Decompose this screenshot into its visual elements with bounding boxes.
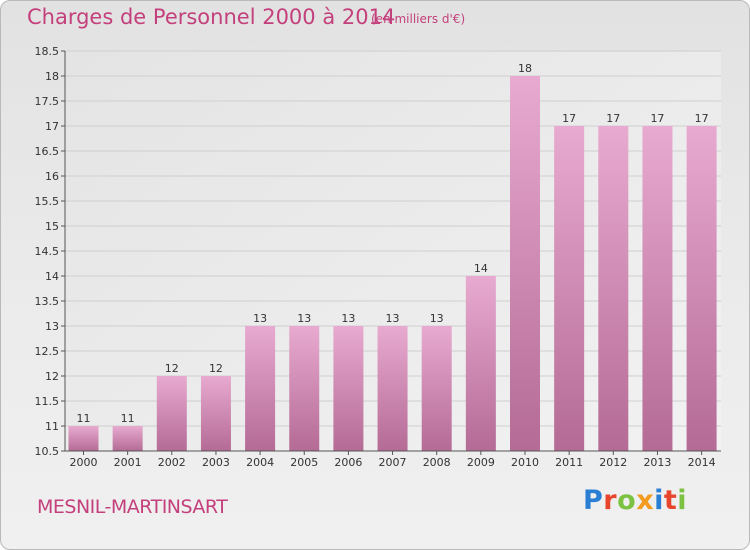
bar-2000 [68,426,99,451]
logo-letter: i [677,485,688,516]
bar-2001 [112,426,143,451]
bar-2006 [333,326,364,451]
bar-2011 [554,126,585,451]
x-tick-label: 2000 [70,456,98,469]
bar-value-label: 13 [386,312,400,325]
y-tick-label: 12 [45,370,59,383]
y-tick-label: 18 [45,70,59,83]
bar-2012 [598,126,629,451]
bar-value-label: 17 [695,112,709,125]
bar-value-label: 13 [297,312,311,325]
bar-value-label: 13 [341,312,355,325]
y-tick-label: 11 [45,420,59,433]
bar-value-label: 13 [430,312,444,325]
logo-letter: i [654,485,664,516]
bar-2008 [421,326,452,451]
bar-value-label: 12 [165,362,179,375]
y-tick-label: 13 [45,320,59,333]
x-tick-label: 2004 [246,456,274,469]
logo-letter: P [583,485,604,516]
y-tick-label: 17 [45,120,59,133]
commune-name: MESNIL-MARTINSART [37,496,228,518]
x-tick-label: 2010 [511,456,539,469]
bar-2009 [465,276,496,451]
chart-title: Charges de Personnel 2000 à 2014 [27,5,396,29]
bar-2004 [245,326,276,451]
x-tick-label: 2008 [423,456,451,469]
y-tick-label: 12.5 [35,345,60,358]
x-tick-label: 2006 [334,456,362,469]
x-tick-label: 2001 [114,456,142,469]
bar-2007 [377,326,408,451]
y-tick-label: 16.5 [35,145,60,158]
y-tick-label: 14.5 [35,245,60,258]
bar-value-label: 14 [474,262,488,275]
logo-letter: o [617,485,637,516]
bar-value-label: 12 [209,362,223,375]
x-tick-label: 2011 [555,456,583,469]
x-tick-label: 2007 [379,456,407,469]
bar-value-label: 11 [77,412,91,425]
bar-2014 [686,126,717,451]
bar-value-label: 18 [518,62,532,75]
x-tick-label: 2002 [158,456,186,469]
logo-letter: t [663,485,678,516]
bar-2013 [642,126,673,451]
y-tick-label: 10.5 [35,445,60,458]
bar-value-label: 17 [562,112,576,125]
y-tick-label: 13.5 [35,295,60,308]
bar-value-label: 13 [253,312,267,325]
x-tick-label: 2009 [467,456,495,469]
y-tick-label: 15.5 [35,195,60,208]
y-tick-label: 16 [45,170,59,183]
x-tick-label: 2013 [643,456,671,469]
y-tick-label: 14 [45,270,59,283]
y-tick-label: 15 [45,220,59,233]
y-tick-label: 18.5 [35,45,60,58]
bar-2003 [200,376,231,451]
x-tick-label: 2014 [688,456,716,469]
bar-2005 [289,326,320,451]
logo-letter: x [636,485,655,516]
x-tick-label: 2005 [290,456,318,469]
y-tick-label: 17.5 [35,95,60,108]
y-tick-label: 11.5 [35,395,60,408]
bar-value-label: 17 [650,112,664,125]
x-tick-label: 2003 [202,456,230,469]
bar-value-label: 11 [121,412,135,425]
logo-letter: r [603,485,618,516]
proxiti-logo[interactable]: Proxiti [583,485,687,516]
bar-value-label: 17 [606,112,620,125]
x-tick-label: 2012 [599,456,627,469]
bar-2002 [156,376,187,451]
bar-2010 [510,76,540,451]
chart-subtitle: (en milliers d'€) [371,12,466,26]
